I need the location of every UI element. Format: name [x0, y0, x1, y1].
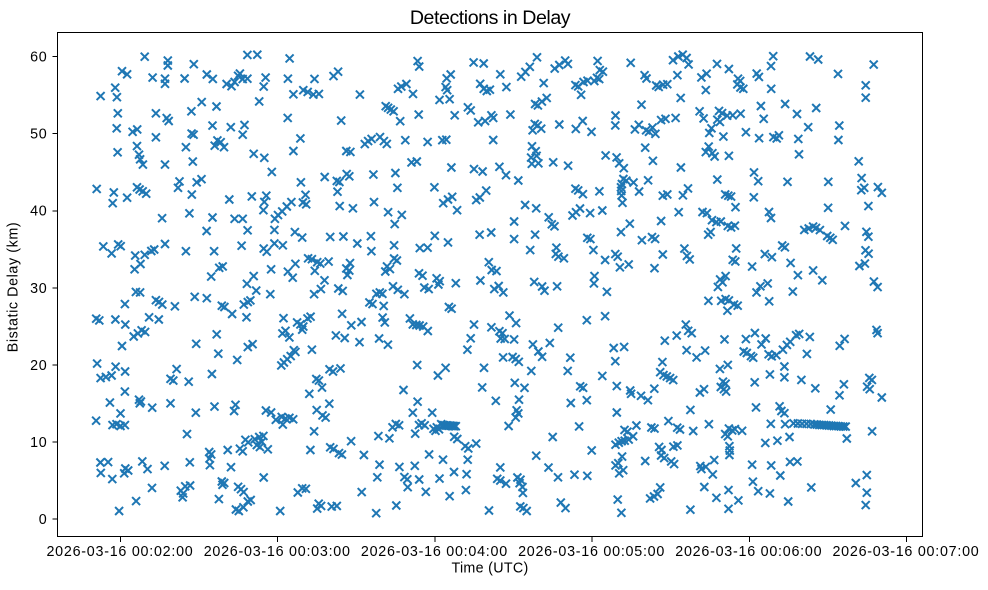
svg-text:Detections in Delay: Detections in Delay	[410, 7, 571, 29]
svg-text:2026-03-16 00:02:00: 2026-03-16 00:02:00	[46, 544, 193, 560]
svg-text:2026-03-16 00:07:00: 2026-03-16 00:07:00	[832, 544, 979, 560]
svg-text:30: 30	[30, 281, 47, 297]
svg-text:50: 50	[30, 127, 47, 143]
svg-text:2026-03-16 00:06:00: 2026-03-16 00:06:00	[675, 544, 822, 560]
svg-text:60: 60	[30, 50, 47, 66]
svg-text:2026-03-16 00:04:00: 2026-03-16 00:04:00	[361, 544, 508, 560]
svg-text:2026-03-16 00:03:00: 2026-03-16 00:03:00	[204, 544, 351, 560]
svg-text:Bistatic Delay (km): Bistatic Delay (km)	[6, 222, 22, 353]
svg-text:0: 0	[39, 512, 48, 528]
svg-text:2026-03-16 00:05:00: 2026-03-16 00:05:00	[518, 544, 665, 560]
svg-text:20: 20	[30, 358, 47, 374]
svg-text:10: 10	[30, 435, 47, 451]
svg-text:Time (UTC): Time (UTC)	[451, 561, 528, 577]
svg-text:40: 40	[30, 204, 47, 220]
